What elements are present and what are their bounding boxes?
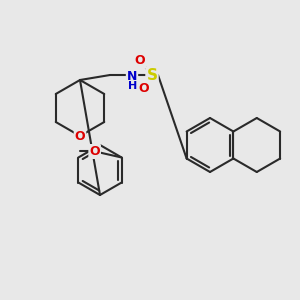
- Text: S: S: [146, 68, 158, 82]
- Text: O: O: [139, 82, 149, 95]
- Text: N: N: [127, 70, 137, 83]
- Text: H: H: [128, 81, 138, 91]
- Text: O: O: [89, 145, 100, 158]
- Text: O: O: [135, 55, 145, 68]
- Text: O: O: [75, 130, 85, 142]
